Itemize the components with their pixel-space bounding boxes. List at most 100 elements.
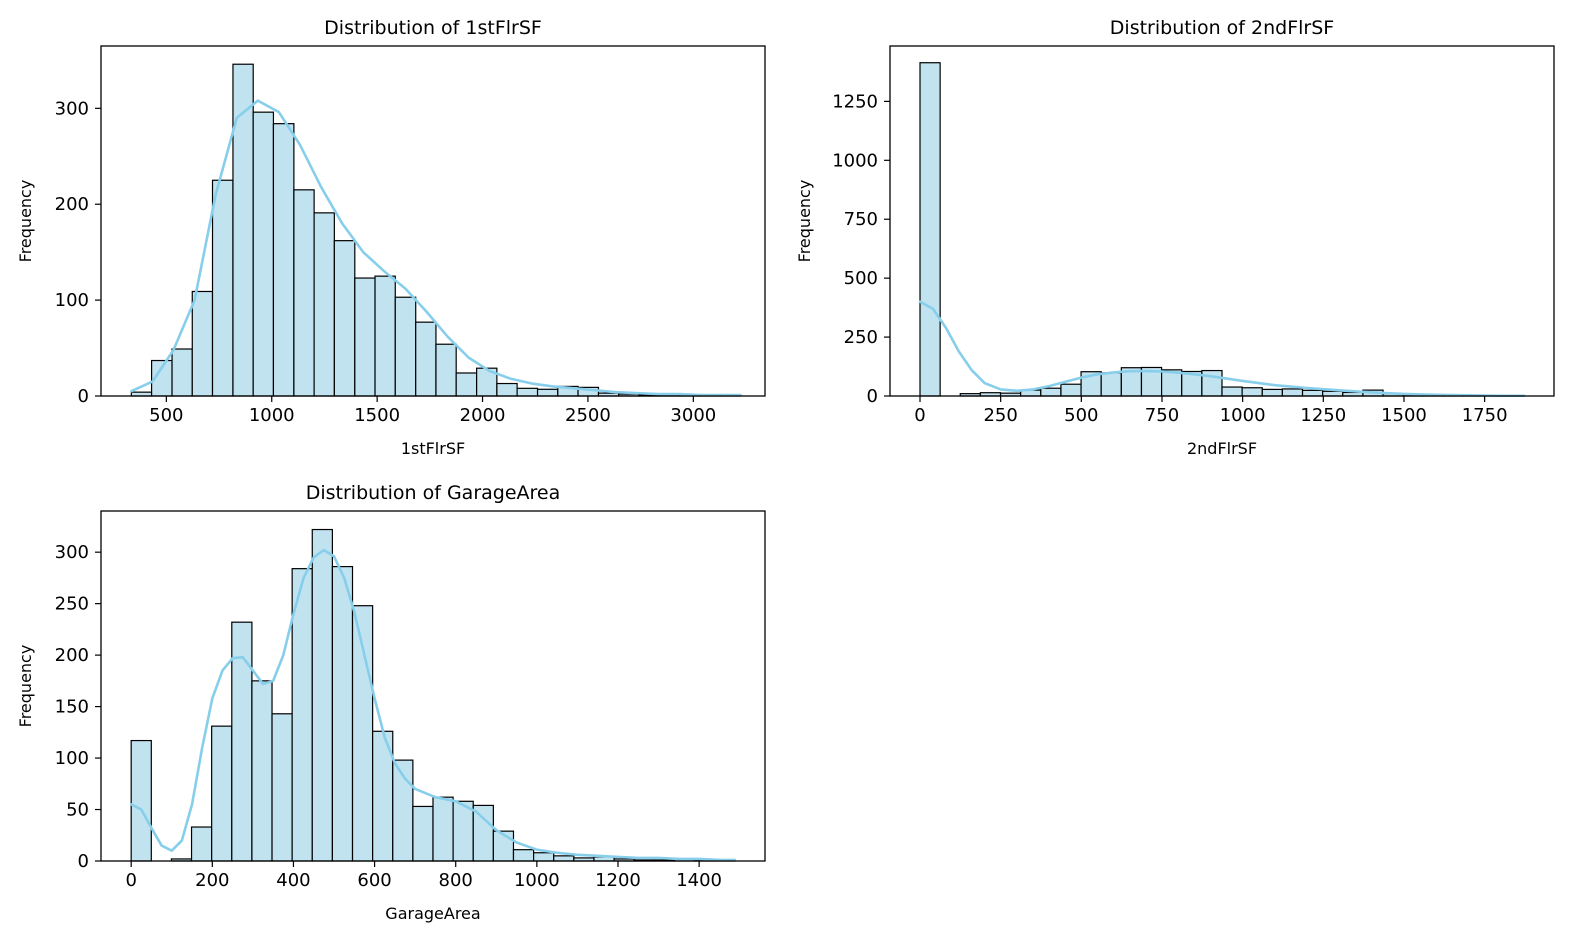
x-ticks: 0 250 500 750 1000 1250 1500 1750 [914,396,1508,426]
x-tick-label: 750 [1145,405,1179,426]
histogram-bar [331,565,354,862]
plot-frame [100,510,766,862]
x-axis-label: GarageArea [385,904,480,923]
histogram-bar [1100,372,1122,397]
histogram-bar [211,179,234,397]
histogram-bar [171,348,193,397]
histogram-bar [1241,387,1263,397]
plot-frame [889,45,1555,397]
y-tick-label: 1000 [832,150,878,171]
x-tick-label: 1000 [1220,405,1266,426]
x-axis-label: 1stFlrSF [401,439,465,458]
histogram-bar [354,277,376,397]
y-tick-label: 50 [66,800,89,821]
histogram-bar [919,62,941,397]
chart-title: Distribution of 2ndFlrSF [1110,17,1334,39]
y-tick-label: 250 [844,327,878,348]
histogram-bar [313,212,335,397]
histogram-bar [415,321,437,397]
y-axis-label: Frequency [795,180,814,263]
histogram-bar [455,372,478,397]
histogram-bar [512,849,535,862]
kde-group [130,99,742,397]
bars-group [130,63,742,397]
x-ticks: 0 200 400 600 800 1000 1200 1400 [125,861,722,891]
kde-line [129,548,737,862]
histogram-bar [272,123,295,397]
x-tick-label: 200 [195,870,229,891]
x-tick-label: 400 [276,870,310,891]
histogram-bar [553,855,575,862]
y-tick-label: 150 [55,697,89,718]
histogram-bar [533,852,555,862]
x-tick-label: 600 [357,870,391,891]
y-tick-label: 300 [55,98,89,119]
histogram-bar [394,296,417,397]
histogram-bar [130,739,152,862]
y-tick-label: 100 [55,290,89,311]
x-tick-label: 800 [439,870,473,891]
y-tick-label: 300 [55,542,89,563]
x-tick-label: 1500 [354,405,400,426]
y-tick-label: 500 [844,268,878,289]
y-tick-label: 200 [55,645,89,666]
histogram-bar [516,387,539,397]
y-ticks: 0 50 100 150 200 250 300 [55,542,101,872]
y-axis-label: Frequency [16,645,35,728]
y-tick-label: 250 [55,594,89,615]
y-tick-label: 0 [78,851,89,872]
histogram-bar [293,189,315,397]
x-axis-label: 2ndFlrSF [1187,439,1257,458]
x-tick-label: 1400 [676,870,722,891]
y-tick-label: 200 [55,194,89,215]
kde-group [129,548,737,862]
histogram-bar [1301,389,1324,397]
x-tick-label: 1200 [595,870,641,891]
x-tick-label: 1000 [249,405,295,426]
kde-group [918,300,1526,398]
histogram-bar [472,804,494,862]
chart-title: Distribution of 1stFlrSF [324,17,542,39]
x-tick-label: 500 [1064,405,1098,426]
histogram-bar [1221,386,1243,397]
y-ticks: 0 100 200 300 [55,98,101,407]
histogram-bar [1322,390,1344,397]
histogram-bar [452,800,474,862]
histogram-bar [211,725,233,862]
y-tick-label: 1250 [832,91,878,112]
histogram-bar [333,240,356,397]
histogram-bar [1060,383,1082,397]
y-ticks: 0 250 500 750 1000 1250 [832,91,890,407]
histogram-2ndflrsf-panel: Distribution of 2ndFlrSF Frequency 2ndFl… [795,17,1555,458]
x-tick-label: 1000 [514,870,560,891]
plot-frame [100,45,766,397]
histogram-bar [311,528,333,862]
histogram-bar [190,826,213,862]
x-tick-label: 2000 [460,405,506,426]
histogram-garagearea-panel: Distribution of GarageArea Frequency Gar… [16,482,766,923]
y-tick-label: 750 [844,209,878,230]
y-axis-label: Frequency [16,180,35,263]
histogram-bar [1040,387,1062,397]
histogram-bar [252,111,275,397]
x-tick-label: 2500 [565,405,611,426]
histogram-bar [536,388,559,397]
histogram-1stflrsf-panel: Distribution of 1stFlrSF Frequency 1stFl… [16,17,766,458]
x-ticks: 500 1000 1500 2000 2500 3000 [149,396,716,426]
x-tick-label: 3000 [670,405,716,426]
y-tick-label: 0 [867,386,878,407]
x-tick-label: 0 [125,870,136,891]
bars-group [130,528,736,862]
histogram-bar [1281,388,1304,397]
histogram-bar [496,382,518,397]
bars-group [919,62,1525,397]
kde-line [130,99,742,397]
histogram-bar [1261,388,1283,397]
histogram-bar [412,805,434,862]
x-tick-label: 250 [983,405,1017,426]
kde-line [918,300,1526,398]
y-tick-label: 100 [55,748,89,769]
x-tick-label: 1250 [1300,405,1346,426]
histogram-bar [191,290,214,397]
